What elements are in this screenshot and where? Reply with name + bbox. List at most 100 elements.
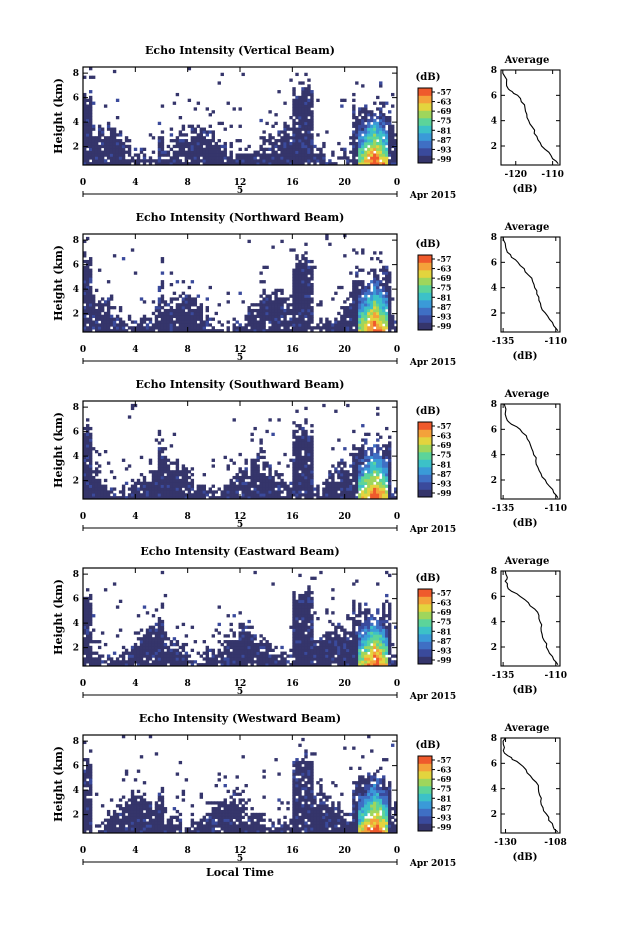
heatmap-cell [160, 487, 165, 491]
heatmap-cell [148, 156, 153, 160]
heatmap-cell [304, 124, 308, 128]
heatmap-cell [298, 438, 302, 442]
heatmap-cell [292, 101, 296, 105]
heatmap-cell [280, 314, 284, 318]
heatmap-cell [199, 487, 204, 491]
heatmap-cell [172, 651, 177, 655]
heatmap-cell [208, 162, 212, 166]
heatmap-cell [388, 311, 392, 316]
heatmap-cell [83, 300, 87, 304]
heatmap-cell [289, 481, 293, 485]
heatmap-cell [160, 660, 165, 664]
heatmap-cell [91, 147, 96, 151]
heatmap-cell [133, 648, 138, 652]
heatmap-cell [325, 654, 329, 658]
heatmap-cell [307, 619, 311, 624]
heatmap-cell [373, 637, 377, 641]
heatmap-cell [163, 300, 168, 304]
heatmap-cell [202, 329, 207, 333]
heatmap-cell [385, 268, 389, 272]
heatmap-cell [367, 291, 371, 295]
heatmap-cell [193, 136, 198, 140]
heatmap-cell [241, 493, 245, 497]
heatmap-cell [121, 654, 126, 658]
heatmap-cell [253, 642, 257, 647]
heatmap-cell [358, 311, 362, 316]
heatmap-cell [298, 455, 302, 460]
heatmap-cell [85, 815, 90, 819]
heatmap-cell [100, 320, 105, 324]
heatmap-cell [340, 306, 344, 310]
heatmap-cell [388, 147, 392, 151]
heatmap-cell [163, 329, 168, 333]
heatmap-cell [343, 628, 347, 632]
heatmap-cell [136, 487, 141, 491]
heatmap-cell [256, 651, 260, 655]
heatmap-cell [94, 481, 99, 485]
heatmap-cell [196, 153, 201, 157]
heatmap-cell [370, 268, 374, 272]
heatmap-cell [208, 496, 212, 500]
heatmap-cell [118, 320, 123, 324]
heatmap-cell [241, 634, 245, 638]
heatmap-cell [157, 657, 162, 661]
heatmap-cell [187, 162, 192, 166]
heatmap-cell [83, 314, 87, 318]
heatmap-cell [142, 326, 147, 330]
heatmap-cell [184, 133, 189, 137]
heatmap-cell [367, 663, 371, 667]
heatmap-cell [301, 631, 305, 635]
heatmap-cell [83, 772, 87, 776]
heatmap-cell [247, 481, 251, 485]
heatmap-cell [85, 326, 90, 330]
heatmap-cell [85, 784, 90, 788]
y-tick-label: 4 [73, 285, 79, 295]
heatmap-cell [295, 297, 299, 301]
heatmap-cell [211, 147, 215, 151]
heatmap-cell [358, 110, 362, 114]
heatmap-cell [112, 156, 117, 160]
heatmap-cell [292, 285, 296, 290]
heatmap-cell [88, 156, 93, 160]
heatmap-cell [361, 314, 365, 318]
heatmap-cell [244, 645, 248, 650]
heatmap-cell [253, 150, 257, 154]
heatmap-cell [109, 127, 114, 131]
heatmap-cell [283, 660, 287, 664]
heatmap-cell [385, 625, 389, 629]
heatmap-cell [259, 455, 263, 460]
heatmap-cell [355, 118, 359, 123]
heatmap-cell [130, 496, 135, 500]
heatmap-cell [109, 470, 114, 474]
heatmap-cell [157, 651, 162, 655]
heatmap-cell [307, 326, 311, 330]
heatmap-cell [394, 133, 398, 137]
heatmap-cell [250, 317, 254, 321]
heatmap-cell [355, 288, 359, 293]
heatmap-cell [325, 234, 329, 238]
heatmap-cell [310, 576, 314, 580]
heatmap-cell [337, 475, 341, 480]
heatmap-cell [292, 421, 296, 425]
heatmap-cell [181, 654, 186, 658]
heatmap-cell [307, 614, 311, 618]
heatmap-cell [382, 265, 386, 269]
heatmap-cell [274, 657, 278, 661]
heatmap-cell [310, 637, 314, 641]
heatmap-cell [313, 648, 317, 652]
heatmap-cell [241, 490, 245, 494]
heatmap-cell [97, 663, 102, 667]
profile-y-tick-label: 8 [491, 233, 497, 243]
heatmap-cell [235, 645, 239, 650]
heatmap-cell [262, 320, 266, 324]
heatmap-cell [346, 159, 350, 163]
heatmap-cell [172, 654, 177, 658]
heatmap-cell [328, 642, 332, 647]
heatmap-cell [385, 455, 389, 460]
heatmap-cell [292, 602, 296, 606]
heatmap-cell [283, 329, 287, 333]
day-label: 5 [237, 353, 243, 363]
heatmap-cell [304, 475, 308, 480]
heatmap-cell [286, 484, 290, 488]
heatmap-cell [151, 645, 156, 650]
